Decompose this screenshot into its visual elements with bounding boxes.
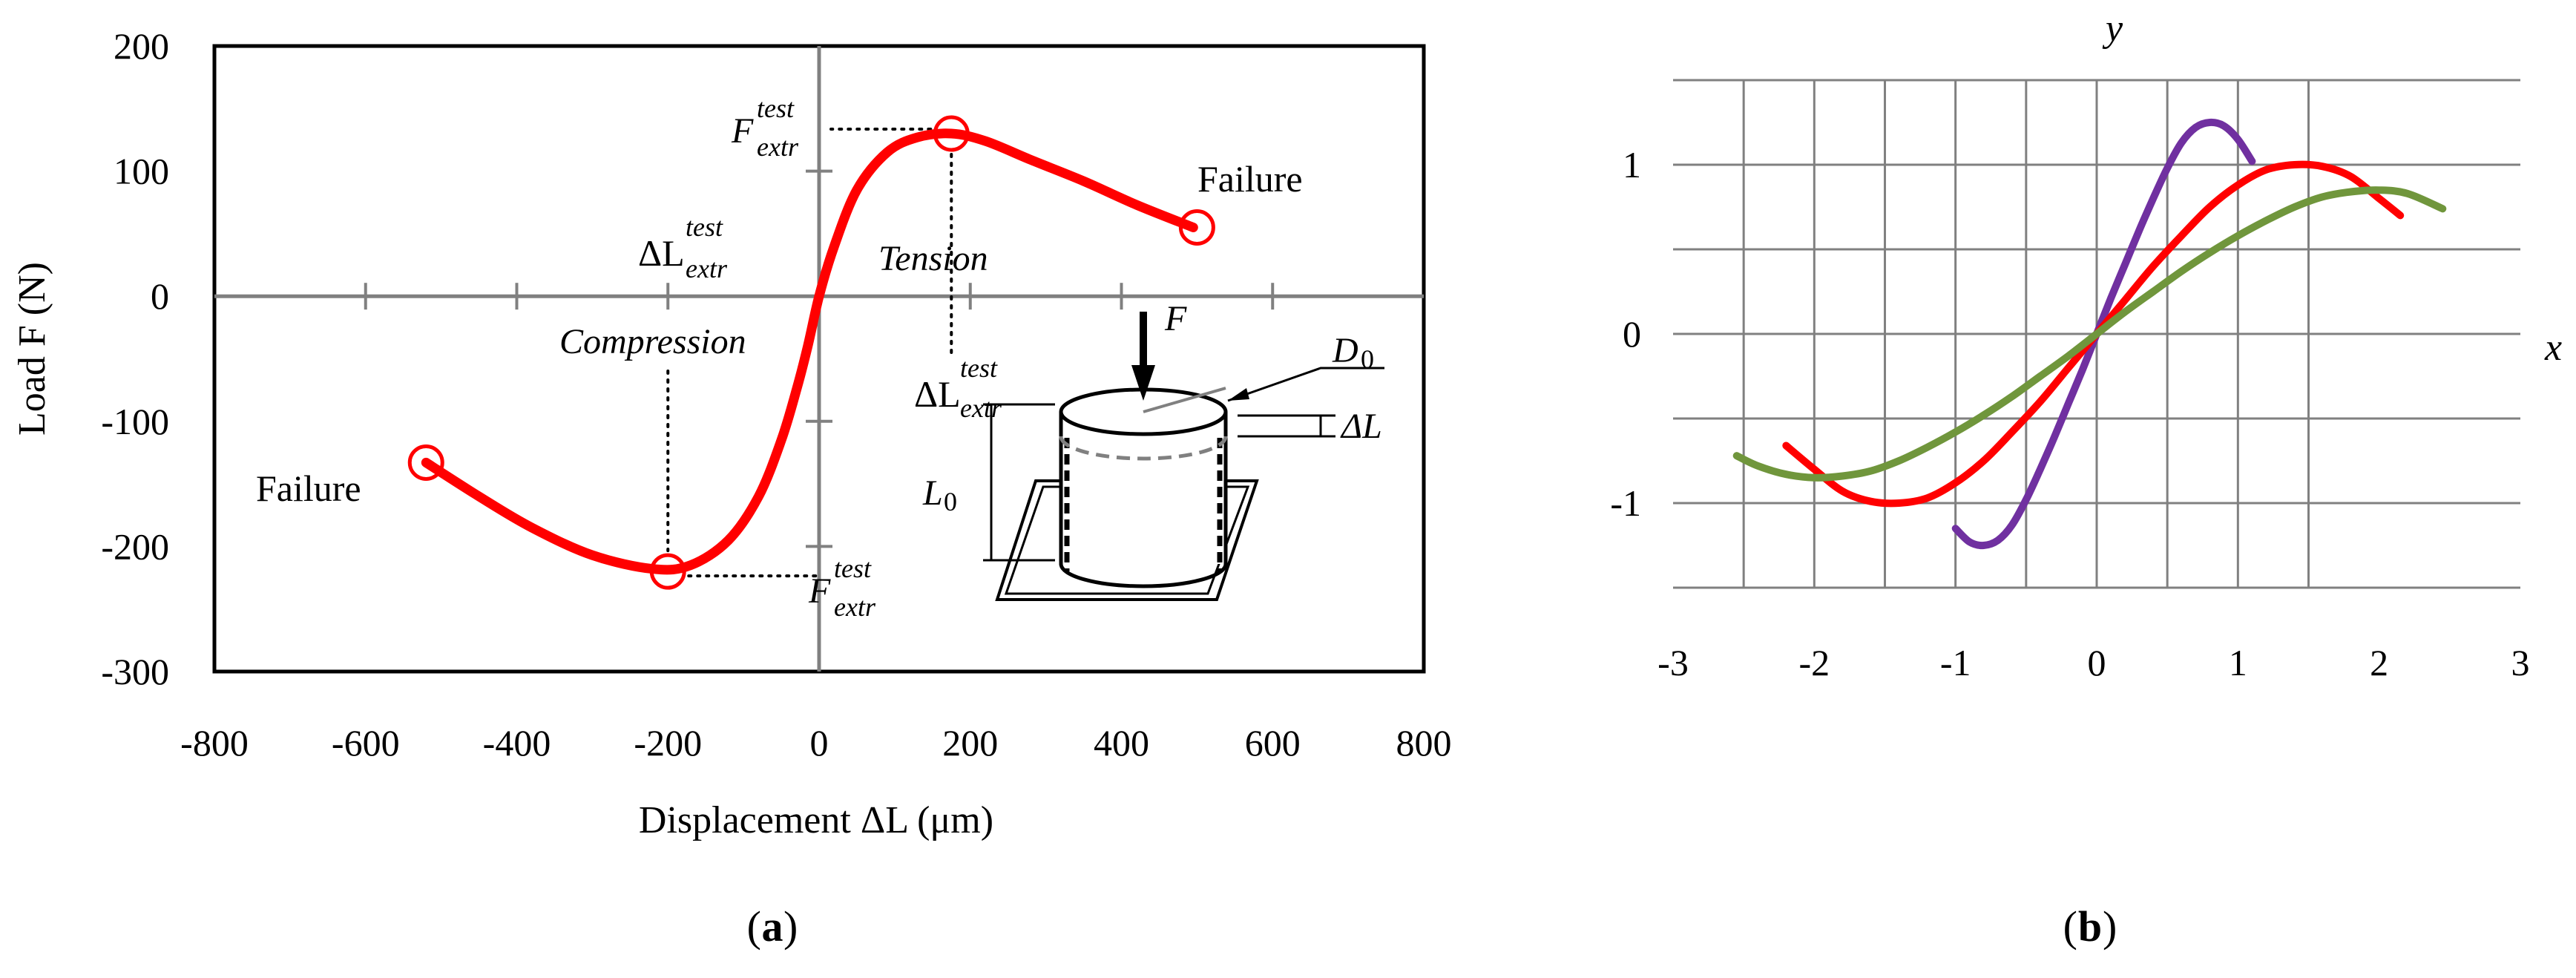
chart-b-x-tick-labels: -3 -2 -1 0 1 2 3 <box>1657 642 2529 683</box>
svg-text:F: F <box>808 571 831 611</box>
svg-text:a: a <box>762 902 783 951</box>
x-tick-label: 600 <box>1245 722 1301 764</box>
svg-text:ΔL: ΔL <box>1340 407 1382 446</box>
x-tick-label: -3 <box>1657 642 1689 683</box>
extremum-marker <box>1178 209 1215 246</box>
chart-a-failure-right-label: Failure <box>1197 158 1303 200</box>
svg-text:extr: extr <box>960 393 1002 423</box>
svg-text:test: test <box>960 353 998 383</box>
svg-text:ΔL: ΔL <box>914 373 961 415</box>
svg-text:D: D <box>1332 331 1358 370</box>
extremum-marker <box>649 553 686 590</box>
svg-text:0: 0 <box>1361 344 1374 374</box>
chart-a-y-axis-title: Load F (N) <box>11 262 53 436</box>
chart-a-series <box>421 128 1198 575</box>
y-tick-label: 200 <box>114 25 169 67</box>
chart-a-x-axis-title: Displacement ΔL (μm) <box>639 799 993 841</box>
x-tick-label: 200 <box>942 722 998 764</box>
chart-b-x-axis-title: x <box>2544 326 2562 369</box>
svg-text:b: b <box>2078 902 2102 951</box>
series-line-3 <box>1732 186 2447 482</box>
x-tick-label: 400 <box>1094 722 1149 764</box>
panel-label-b: ( b ) <box>2063 902 2117 951</box>
svg-text:F: F <box>731 111 754 151</box>
chart-b-y-axis-title: y <box>2102 7 2123 50</box>
chart-a-dl-extr-right-label: ΔL test extr <box>914 353 1002 423</box>
x-tick-label: 0 <box>810 722 829 764</box>
panel-label-a: ( a ) <box>747 902 798 951</box>
chart-a-dl-extr-left-label: ΔL test extr <box>638 212 728 283</box>
extremum-marker <box>933 115 970 152</box>
y-tick-label: -100 <box>101 401 169 442</box>
svg-text:test: test <box>757 93 795 123</box>
chart-a-tension-label: Tension <box>878 239 988 278</box>
chart-a: -800 -600 -400 -200 0 200 400 600 800 200 100 0 -10… <box>11 25 1452 951</box>
svg-text:(: ( <box>747 902 761 951</box>
x-tick-label: -200 <box>634 722 702 764</box>
load-displacement-curve <box>421 128 1198 575</box>
y-tick-label: 0 <box>1623 313 1641 355</box>
svg-text:test: test <box>834 554 872 583</box>
series-line-1 <box>1951 118 2256 550</box>
svg-text:(: ( <box>2063 902 2077 951</box>
svg-text:): ) <box>2103 902 2117 951</box>
chart-b-series <box>1732 118 2447 550</box>
svg-text:L: L <box>922 473 943 513</box>
svg-text:extr: extr <box>757 132 799 162</box>
y-tick-label: -300 <box>101 651 169 692</box>
y-tick-label: 100 <box>114 151 169 192</box>
chart-a-f-extr-bottom-label: F test extr <box>808 554 876 622</box>
chart-a-x-tick-labels: -800 -600 -400 -200 0 200 400 600 800 <box>180 722 1451 764</box>
chart-a-dotted-guides <box>666 128 953 578</box>
x-tick-label: 1 <box>2229 642 2247 683</box>
x-tick-label: -600 <box>332 722 400 764</box>
x-tick-label: -800 <box>180 722 249 764</box>
chart-a-f-extr-top-label: F test extr <box>731 93 799 162</box>
svg-text:0: 0 <box>944 487 957 516</box>
x-tick-label: -1 <box>1940 642 1971 683</box>
svg-text:): ) <box>783 902 798 951</box>
x-tick-label: 3 <box>2511 642 2530 683</box>
x-tick-label: 800 <box>1396 722 1452 764</box>
svg-text:F: F <box>1164 299 1187 338</box>
x-tick-label: -400 <box>483 722 551 764</box>
x-tick-label: 2 <box>2370 642 2388 683</box>
chart-a-compression-label: Compression <box>559 322 746 361</box>
y-tick-label: 0 <box>151 275 169 317</box>
svg-text:extr: extr <box>686 254 728 283</box>
x-tick-label: -2 <box>1799 642 1830 683</box>
y-tick-label: 1 <box>1623 144 1641 186</box>
y-tick-label: -1 <box>1610 482 1641 524</box>
svg-text:extr: extr <box>834 592 876 622</box>
specimen-inset-diagram: F D 0 ΔL L 0 <box>922 299 1384 601</box>
svg-text:ΔL: ΔL <box>638 232 685 274</box>
chart-b: -3 -2 -1 0 1 2 3 1 0 -1 x y ( b ) <box>1610 7 2562 951</box>
svg-text:test: test <box>686 212 723 242</box>
x-tick-label: 0 <box>2088 642 2106 683</box>
chart-b-y-tick-labels: 1 0 -1 <box>1610 144 1641 524</box>
chart-a-y-tick-labels: 200 100 0 -100 -200 -300 <box>101 25 169 692</box>
y-tick-label: -200 <box>101 525 169 567</box>
extremum-marker <box>407 444 444 481</box>
chart-a-markers <box>407 115 1215 590</box>
chart-a-failure-left-label: Failure <box>256 467 361 509</box>
